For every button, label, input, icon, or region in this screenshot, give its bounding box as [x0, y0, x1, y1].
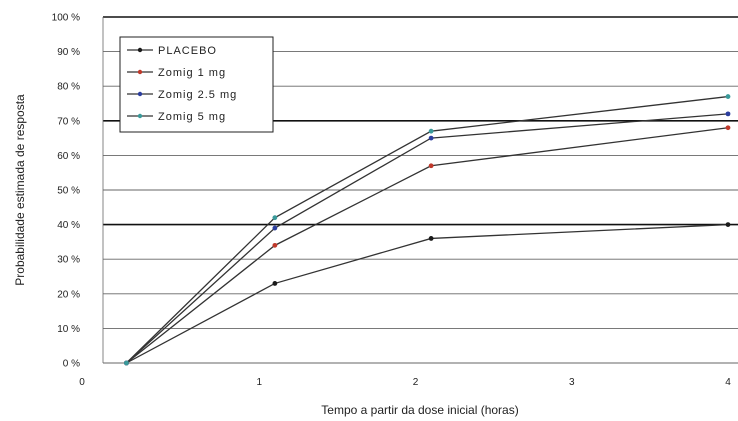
- data-point: [124, 360, 129, 366]
- x-tick-label: 2: [413, 377, 419, 388]
- legend: PLACEBO Zomig 1 mg Zomig 2.5 mg Zomig 5 mg: [119, 36, 274, 133]
- y-tick-label: 90 %: [57, 47, 80, 58]
- y-tick-label: 100 %: [52, 13, 80, 24]
- y-tick-label: 70 %: [57, 116, 80, 127]
- data-point: [725, 111, 731, 117]
- x-tick-label: 4: [725, 377, 731, 388]
- y-tick-label: 40 %: [57, 220, 80, 231]
- gridlines: [102, 16, 738, 364]
- legend-swatch-marker: [137, 69, 143, 75]
- data-point: [428, 236, 434, 241]
- legend-swatch-marker: [137, 91, 143, 97]
- y-axis-title: Probabilidade estimada de resposta: [13, 94, 27, 286]
- x-axis-title: Tempo a partir da dose inicial (horas): [321, 403, 518, 417]
- legend-swatch-marker: [137, 113, 143, 119]
- data-point: [428, 128, 434, 134]
- legend-label: Zomig 2.5 mg: [158, 89, 237, 101]
- series-line: [126, 127, 729, 364]
- data-point: [272, 281, 278, 286]
- y-tick-label: 80 %: [57, 82, 80, 93]
- legend-label: PLACEBO: [158, 45, 217, 57]
- data-point: [725, 125, 731, 131]
- data-point: [272, 225, 278, 231]
- series-line: [126, 223, 729, 364]
- y-tick-label: 30 %: [57, 255, 80, 266]
- y-tick-label: 10 %: [57, 324, 80, 335]
- x-axis-ticks: 0 1 2 3 4: [79, 377, 731, 388]
- y-tick-label: 50 %: [57, 186, 80, 197]
- series-group: [124, 94, 731, 366]
- y-axis-ticks: 0 % 10 % 20 % 30 % 40 % 50 % 60 % 70 % 80 % 90 % 1…: [52, 13, 80, 370]
- x-tick-label: 3: [569, 377, 575, 388]
- data-point: [725, 222, 731, 228]
- x-tick-label: 0: [79, 377, 85, 388]
- legend-label: Zomig 1 mg: [158, 67, 226, 79]
- data-point: [428, 135, 434, 141]
- data-point: [272, 242, 278, 248]
- data-point: [428, 163, 434, 169]
- legend-label: Zomig 5 mg: [158, 111, 226, 123]
- y-tick-label: 0 %: [63, 359, 80, 370]
- data-point: [272, 215, 278, 221]
- series-line: [125, 95, 729, 364]
- y-tick-label: 20 %: [57, 289, 80, 300]
- y-tick-label: 60 %: [57, 151, 80, 162]
- legend-swatch-marker: [137, 47, 143, 53]
- x-tick-label: 1: [256, 377, 262, 388]
- data-point: [725, 94, 731, 99]
- series-line: [126, 113, 729, 364]
